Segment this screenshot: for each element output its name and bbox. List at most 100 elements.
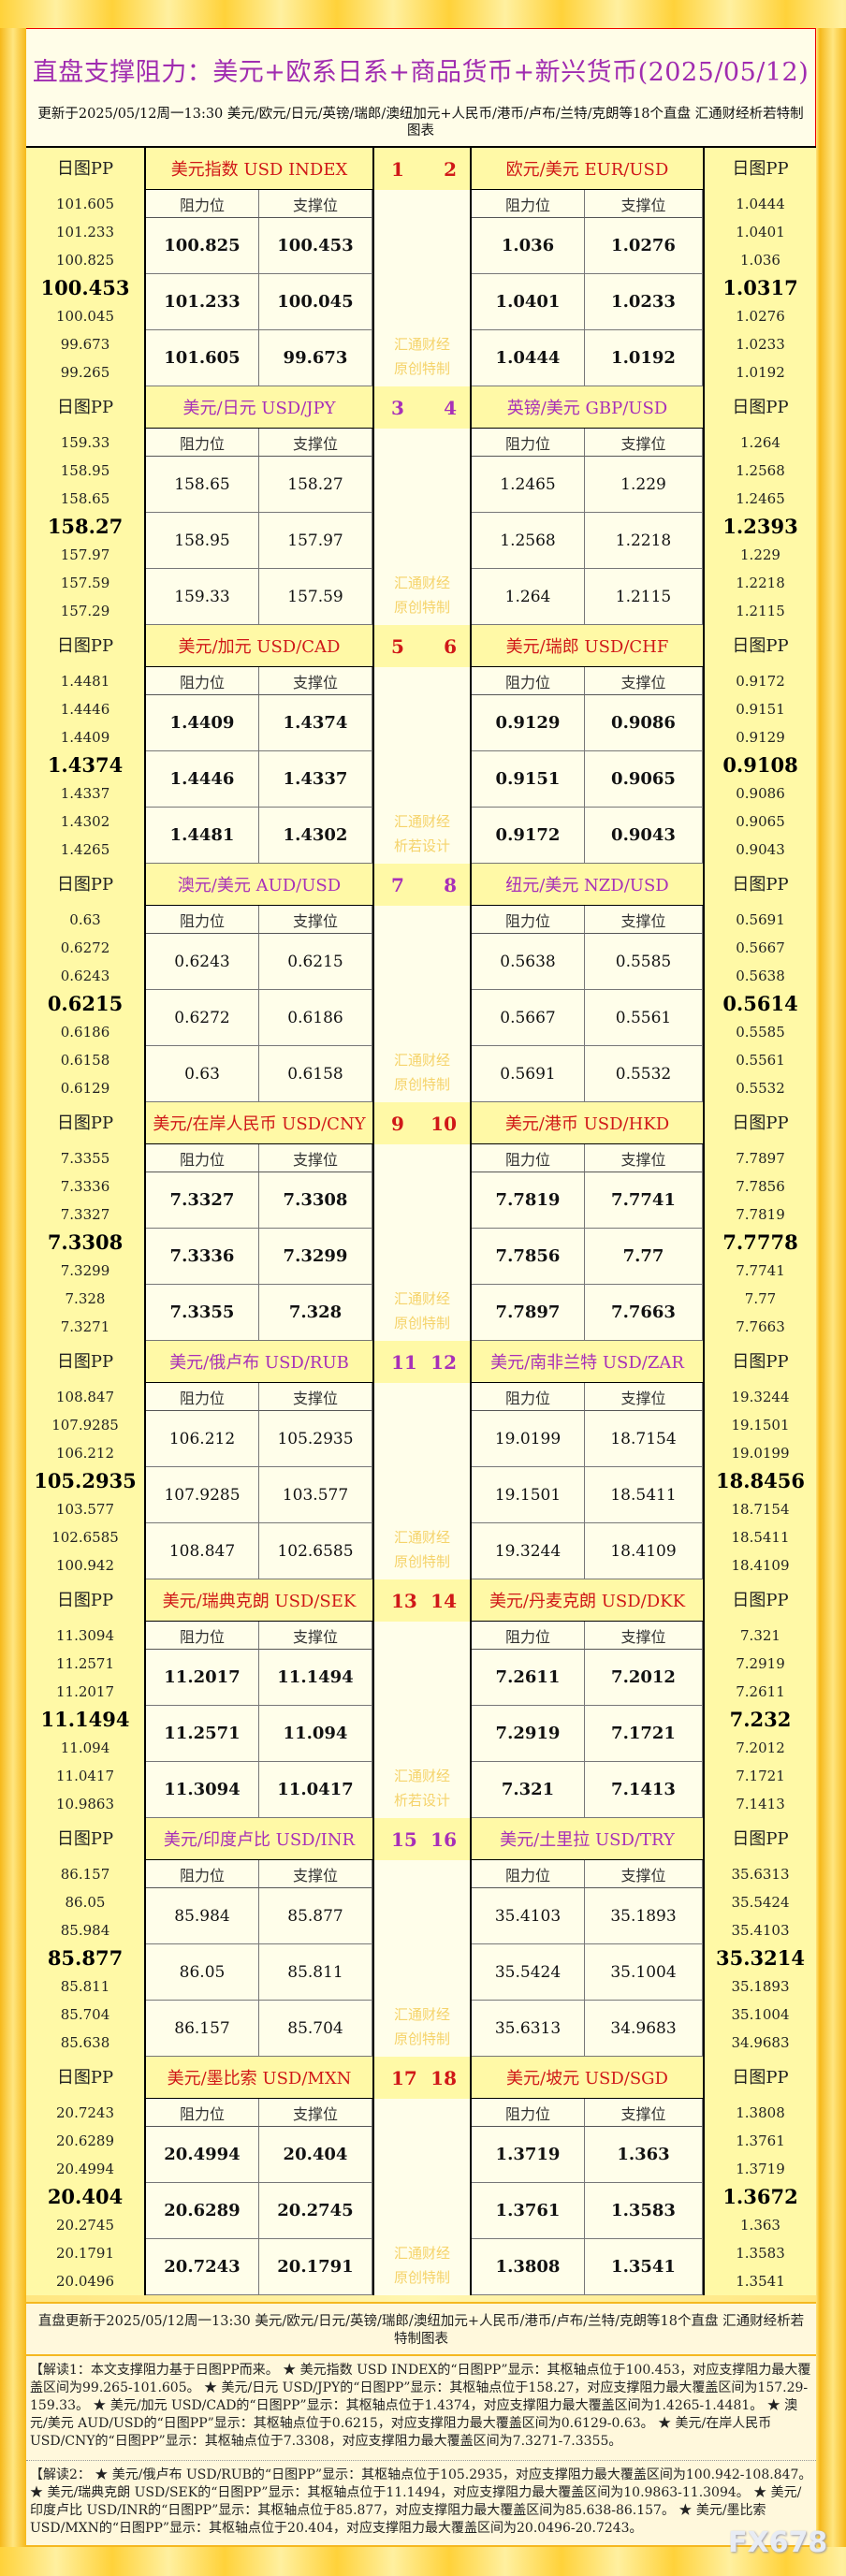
resistance-value: 1.0401 [472, 274, 585, 330]
pp-header: 日图PP [56, 1113, 114, 1133]
watermark-text: 原创特制 [393, 1315, 450, 1332]
support-value: 20.404 [259, 2127, 372, 2183]
support-value: 1.0192 [585, 330, 703, 386]
resistance-header: 阻力位 [472, 1383, 585, 1411]
resistance-value: 0.6243 [146, 934, 259, 990]
pp-value: 0.6243 [60, 968, 110, 984]
pp-header: 日图PP [56, 1829, 114, 1849]
watermark-text: 汇通财经 [393, 336, 450, 353]
pair-title-right: 美元/土里拉 USD/TRY [472, 1818, 703, 1860]
pair-block: 日图PP 7.3355 7.3336 7.3327 7.3308 7.3299 7.328 7… [26, 1100, 816, 1341]
pp-value: 99.265 [60, 364, 110, 381]
resistance-value: 158.95 [146, 513, 259, 569]
pivot-value: 7.232 [729, 1708, 792, 1731]
support-value: 85.877 [259, 1888, 372, 1944]
right-pivot-column: 日图PP 1.264 1.2568 1.2465 1.2393 1.229 1.2218 1.… [703, 386, 816, 625]
pair-title-left: 澳元/美元 AUD/USD [146, 864, 372, 906]
pp-value: 19.0199 [731, 1445, 790, 1462]
resistance-value: 1.3808 [472, 2239, 585, 2295]
pp-value: 107.9285 [51, 1417, 119, 1434]
resistance-value: 19.0199 [472, 1411, 585, 1467]
support-value: 35.1004 [585, 1944, 703, 2001]
resistance-value: 7.321 [472, 1762, 585, 1818]
resistance-value: 7.3327 [146, 1172, 259, 1229]
support-value: 7.1721 [585, 1706, 703, 1762]
pp-value: 1.264 [740, 434, 780, 451]
pair-number: 2 [444, 157, 457, 181]
resistance-value: 11.2571 [146, 1706, 259, 1762]
right-pivot-column: 日图PP 0.9172 0.9151 0.9129 0.9108 0.9086 0.9065… [703, 625, 816, 864]
pp-value: 7.7663 [736, 1318, 785, 1335]
pp-value: 7.328 [65, 1290, 106, 1307]
pivot-value: 105.2935 [34, 1469, 137, 1492]
pp-value: 101.233 [55, 224, 115, 240]
resistance-value: 86.05 [146, 1944, 259, 2001]
pair-title-right: 纽元/美元 NZD/USD [472, 864, 703, 906]
pair-number: 4 [444, 396, 457, 419]
pp-value: 34.9683 [731, 2034, 790, 2051]
resistance-value: 158.65 [146, 457, 259, 513]
resistance-value: 11.3094 [146, 1762, 259, 1818]
watermark-column: 汇通财经 原创特制 [372, 1860, 472, 2057]
support-header: 支撑位 [259, 2099, 372, 2127]
support-value: 18.7154 [585, 1411, 703, 1467]
support-value: 85.704 [259, 2001, 372, 2057]
watermark-text: 原创特制 [393, 599, 450, 616]
resistance-value: 1.3719 [472, 2127, 585, 2183]
pair-number: 5 [391, 634, 404, 658]
support-value: 102.6585 [259, 1523, 372, 1579]
left-pivot-column: 日图PP 108.847 107.9285 106.212 105.2935 103.57… [26, 1341, 146, 1579]
pivot-value: 35.3214 [716, 1946, 805, 1970]
resistance-value: 7.2919 [472, 1706, 585, 1762]
watermark-text: 原创特制 [393, 2030, 450, 2047]
pp-header: 日图PP [732, 1352, 789, 1372]
pp-value: 157.97 [60, 546, 110, 563]
pair-title-left: 美元/日元 USD/JPY [146, 386, 372, 429]
bottom-decor-band [0, 2547, 846, 2576]
support-value: 0.5585 [585, 934, 703, 990]
pair-numbers: 17 18 [372, 2057, 472, 2099]
resistance-header: 阻力位 [146, 2099, 259, 2127]
resistance-header: 阻力位 [472, 667, 585, 695]
pp-value: 7.3299 [60, 1262, 110, 1279]
pair-number: 8 [444, 873, 457, 896]
pivot-value: 158.27 [47, 515, 124, 538]
resistance-value: 7.3336 [146, 1229, 259, 1285]
left-pivot-column: 日图PP 101.605 101.233 100.825 100.453 100.045 9… [26, 148, 146, 386]
support-value: 1.2218 [585, 513, 703, 569]
pp-value: 0.6186 [60, 1024, 110, 1041]
pair-number: 14 [430, 1589, 457, 1612]
pp-value: 7.2012 [736, 1739, 785, 1756]
pp-header: 日图PP [56, 1352, 114, 1372]
pp-value: 7.3355 [60, 1150, 110, 1167]
support-value: 35.1893 [585, 1888, 703, 1944]
pair-numbers: 11 12 [372, 1341, 472, 1383]
resistance-header: 阻力位 [472, 1860, 585, 1888]
support-header: 支撑位 [259, 906, 372, 934]
pp-header: 日图PP [732, 398, 789, 417]
resistance-header: 阻力位 [146, 667, 259, 695]
pp-value: 1.0444 [736, 196, 785, 212]
pp-value: 1.4302 [60, 813, 110, 830]
resistance-value: 0.5638 [472, 934, 585, 990]
pp-value: 85.811 [60, 1978, 110, 1995]
resistance-value: 0.63 [146, 1046, 259, 1102]
support-header: 支撑位 [585, 1860, 703, 1888]
pp-header: 日图PP [732, 875, 789, 895]
resistance-value: 108.847 [146, 1523, 259, 1579]
resistance-header: 阻力位 [472, 429, 585, 457]
support-value: 1.363 [585, 2127, 703, 2183]
pp-value: 1.0276 [736, 308, 785, 325]
right-pivot-column: 日图PP 7.321 7.2919 7.2611 7.232 7.2012 7.1721 7.… [703, 1579, 816, 1818]
resistance-value: 1.4409 [146, 695, 259, 751]
pp-value: 7.3327 [60, 1206, 110, 1223]
pp-value: 7.2919 [736, 1655, 785, 1672]
top-decor-band [0, 0, 846, 28]
support-header: 支撑位 [259, 190, 372, 218]
watermark-text: 析若设计 [393, 837, 450, 854]
support-value: 1.4337 [259, 751, 372, 808]
support-value: 0.9065 [585, 751, 703, 808]
